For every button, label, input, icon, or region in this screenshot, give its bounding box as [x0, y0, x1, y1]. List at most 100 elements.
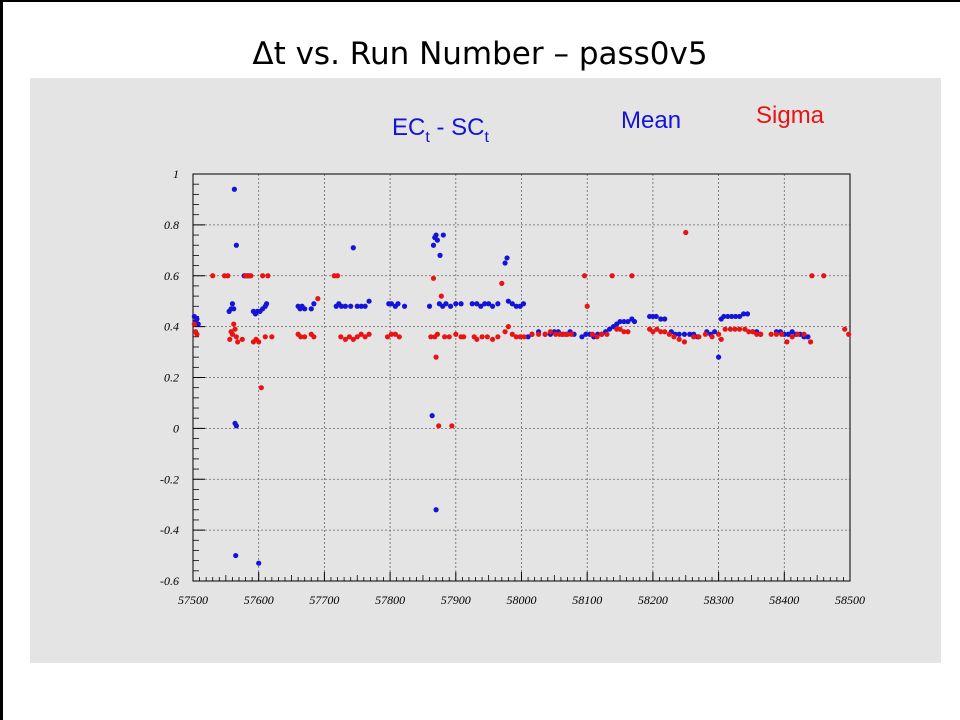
- data-point-sigma: [625, 329, 631, 335]
- data-point-mean: [631, 318, 638, 325]
- series-mean: [191, 186, 811, 566]
- data-point-sigma: [499, 280, 505, 286]
- data-point-mean: [362, 303, 368, 309]
- data-point-sigma: [232, 326, 238, 332]
- data-point-mean: [681, 331, 688, 337]
- data-point-sigma: [604, 331, 610, 337]
- data-point-sigma: [338, 334, 344, 340]
- data-point-sigma: [474, 336, 480, 342]
- slide-top-border: [0, 0, 960, 2]
- data-point-mean: [805, 334, 811, 340]
- data-point-sigma: [229, 331, 236, 337]
- data-point-mean: [621, 318, 627, 325]
- data-point-sigma: [239, 336, 245, 342]
- data-point-sigma: [461, 334, 467, 340]
- data-point-mean: [429, 413, 435, 419]
- data-point-sigma: [302, 334, 308, 340]
- data-point-mean: [350, 245, 356, 251]
- data-point-mean: [458, 301, 464, 307]
- data-point-mean: [789, 329, 795, 335]
- data-point-sigma: [262, 334, 268, 340]
- data-point-sigma: [737, 326, 743, 332]
- legend-mean: Mean: [621, 107, 681, 134]
- x-tick-label: 58100: [572, 593, 602, 607]
- data-point-sigma: [258, 385, 264, 391]
- data-point-mean: [478, 303, 484, 309]
- data-point-sigma: [358, 331, 364, 337]
- data-point-sigma: [742, 326, 748, 332]
- data-point-sigma: [384, 334, 391, 340]
- data-points: [191, 186, 852, 566]
- data-point-sigma: [654, 326, 660, 332]
- x-tick-label: 58200: [638, 593, 668, 607]
- data-point-mean: [433, 507, 439, 513]
- data-point-sigma: [681, 339, 688, 345]
- data-point-sigma: [589, 331, 596, 337]
- data-point-sigma: [754, 331, 760, 337]
- data-point-sigma: [233, 334, 239, 340]
- data-point-sigma: [691, 334, 697, 340]
- data-point-sigma: [433, 354, 439, 360]
- data-point-mean: [504, 255, 510, 261]
- data-point-sigma: [676, 336, 682, 342]
- data-point-sigma: [683, 229, 689, 236]
- data-point-sigma: [298, 334, 304, 340]
- y-tick-label: 0.2: [164, 371, 179, 385]
- data-point-sigma: [773, 331, 780, 337]
- data-point-sigma: [621, 329, 627, 335]
- data-point-mean: [617, 318, 623, 325]
- x-tick-label: 57900: [441, 593, 471, 607]
- data-point-sigma: [722, 326, 728, 332]
- data-point-sigma: [438, 293, 444, 299]
- x-tick-label: 57600: [244, 593, 274, 607]
- data-point-sigma: [599, 331, 605, 337]
- data-point-mean: [729, 313, 735, 320]
- x-tick-label: 57500: [178, 593, 208, 607]
- data-point-sigma: [484, 334, 490, 340]
- data-point-sigma: [658, 329, 664, 335]
- data-point-mean: [401, 303, 408, 309]
- slide-left-border: [0, 0, 3, 720]
- data-point-mean: [658, 316, 664, 322]
- data-point-sigma: [509, 331, 515, 337]
- data-point-mean: [583, 331, 589, 337]
- data-point-sigma: [650, 329, 656, 335]
- data-point-mean: [606, 326, 613, 332]
- legend-sigma: Sigma: [756, 102, 825, 129]
- data-point-sigma: [354, 334, 360, 340]
- data-point-sigma: [225, 273, 231, 279]
- data-point-mean: [662, 316, 668, 322]
- data-point-sigma: [392, 331, 398, 337]
- data-point-sigma: [269, 334, 275, 340]
- data-point-sigma: [366, 331, 372, 337]
- data-point-mean: [233, 423, 239, 429]
- data-point-mean: [712, 329, 718, 335]
- data-point-mean: [453, 301, 459, 307]
- data-point-mean: [785, 331, 791, 337]
- data-point-mean: [430, 242, 437, 248]
- data-point-sigma: [718, 336, 724, 342]
- data-point-mean: [354, 303, 360, 309]
- data-point-mean: [744, 311, 751, 317]
- data-point-mean: [520, 301, 527, 307]
- data-point-mean: [737, 313, 743, 320]
- data-point-sigma: [428, 334, 434, 340]
- data-point-mean: [342, 303, 349, 309]
- plot-panel: 57500 57600 57700 57800 57900 58000 58100 58200…: [30, 78, 941, 663]
- data-point-mean: [433, 232, 439, 238]
- data-point-mean: [653, 313, 659, 320]
- data-point-sigma: [231, 321, 237, 327]
- data-point-sigma: [666, 331, 672, 337]
- quantity-label: ECt - SCt: [392, 114, 489, 146]
- data-point-mean: [525, 334, 531, 340]
- data-point-mean: [474, 301, 480, 307]
- data-point-sigma: [768, 331, 774, 337]
- data-point-mean: [486, 301, 492, 307]
- data-point-mean: [721, 313, 727, 320]
- data-point-mean: [229, 301, 236, 307]
- data-point-sigma: [350, 336, 356, 342]
- data-point-mean: [740, 311, 747, 317]
- data-point-sigma: [248, 273, 254, 279]
- data-point-sigma: [696, 334, 702, 340]
- data-point-sigma: [557, 331, 563, 337]
